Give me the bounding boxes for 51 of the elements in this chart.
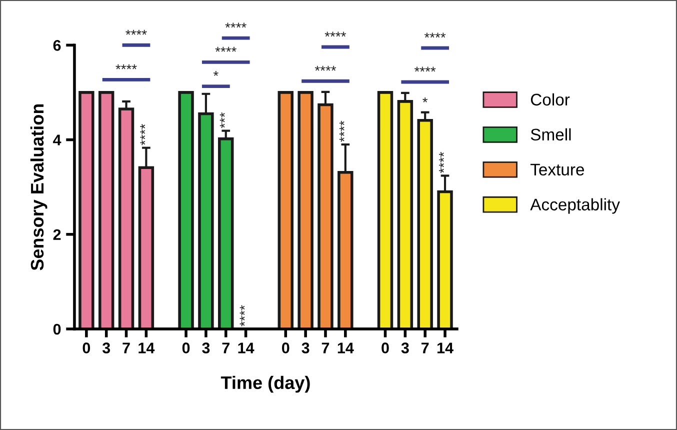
x-tick-label: 0 [382, 342, 389, 354]
text: **** [225, 22, 246, 28]
legend-label: Smell [530, 128, 571, 141]
bar [178, 91, 194, 329]
legend-label: Acceptablity [530, 198, 620, 214]
x-tick-label: 14 [138, 342, 155, 354]
x-tick-label: 14 [238, 342, 254, 354]
bar [198, 112, 214, 329]
annotation: * [213, 71, 218, 76]
x-tick-label: 3 [302, 342, 310, 354]
bar [377, 91, 394, 329]
data-label: **** [439, 152, 444, 174]
bar [318, 103, 334, 329]
annotation: **** [414, 66, 436, 72]
x-tick-label: 7 [222, 342, 230, 354]
x-tick-label: 3 [401, 342, 409, 354]
bar [278, 91, 294, 329]
x-axis-title: Time (day) [220, 376, 310, 393]
text: **** [424, 32, 446, 38]
legend-label: Color [530, 93, 570, 106]
text: **** [126, 30, 147, 35]
x-tick-label: 0 [182, 342, 190, 354]
x-tick-label: 3 [102, 342, 110, 354]
data-label: * [422, 98, 428, 102]
data-label: **** [240, 305, 245, 326]
text: **** [324, 32, 346, 37]
y-tick-label: 6 [53, 40, 61, 51]
bar [78, 91, 94, 329]
annotation: **** [116, 64, 137, 70]
x-tick-label: 7 [122, 342, 130, 354]
x-tick-label: 7 [322, 342, 330, 354]
x-tick-label: 7 [422, 342, 429, 354]
data-label: *** [220, 112, 225, 128]
annotation: **** [314, 66, 336, 71]
y-axis-title: Sensory Evaluation [30, 104, 48, 270]
x-tick-label: 14 [338, 342, 354, 354]
data-label: **** [140, 124, 146, 146]
y-tick-label: 2 [53, 229, 61, 240]
data-label: **** [339, 120, 344, 142]
x-tick-label: 3 [202, 342, 210, 354]
bar [98, 91, 114, 329]
bar [298, 91, 314, 329]
legend-label: Texture [530, 164, 584, 176]
x-tick-label: 0 [82, 342, 90, 354]
y-tick-label: 4 [53, 134, 62, 146]
annotation: **** [215, 46, 236, 52]
bar [138, 166, 154, 329]
x-tick-label: 14 [437, 342, 454, 354]
x-tick-label: 0 [282, 342, 290, 354]
bar [437, 190, 453, 329]
y-tick-label: 0 [53, 324, 61, 335]
